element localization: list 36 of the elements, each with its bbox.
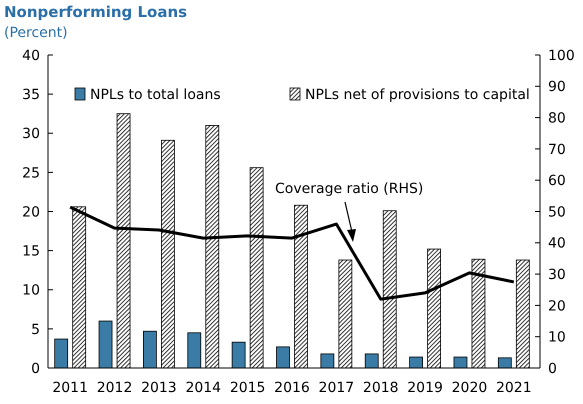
x-tick-label: 2019 — [407, 380, 443, 396]
y2-tick-label: 100 — [548, 48, 575, 64]
y2-tick-label: 70 — [548, 142, 566, 158]
y-tick-label: 15 — [22, 244, 40, 260]
y-tick-label: 5 — [31, 322, 40, 338]
y-tick-label: 35 — [22, 87, 40, 104]
y-tick-label: 10 — [22, 282, 40, 299]
x-tick-label: 2018 — [362, 380, 399, 396]
chart-subtitle: (Percent) — [4, 25, 68, 41]
y2-tick-label: 10 — [548, 330, 566, 346]
x-tick-label: 2013 — [141, 380, 177, 396]
y2-tick-label: 90 — [548, 79, 566, 96]
x-tick-label: 2017 — [318, 380, 354, 396]
x-tick-label: 2011 — [52, 380, 88, 396]
y2-tick-label: 80 — [548, 110, 566, 126]
y-tick-label: 0 — [31, 360, 40, 377]
text: Coverage ratio (RHS) — [275, 181, 424, 197]
y2-tick-label: 50 — [548, 204, 566, 220]
x-tick-label: 2012 — [96, 380, 132, 396]
x-tick-label: 2020 — [452, 380, 488, 396]
x-tick-label: 2014 — [185, 380, 222, 396]
y2-tick-label: 40 — [548, 236, 566, 252]
y2-tick-label: 30 — [548, 267, 566, 283]
y-tick-label: 20 — [22, 204, 40, 220]
y-tick-label: 30 — [22, 126, 40, 142]
x-tick-label: 2015 — [230, 380, 266, 396]
y-tick-label: 25 — [22, 165, 40, 182]
legend-label: NPLs to total loans — [90, 87, 221, 103]
legend-label: NPLs net of provisions to capital — [305, 87, 530, 103]
y2-tick-label: 0 — [548, 360, 557, 377]
chart-title: Nonperforming Loans — [4, 3, 188, 21]
y-tick-label: 40 — [22, 48, 40, 64]
x-tick-label: 2021 — [496, 380, 532, 396]
y2-tick-label: 20 — [548, 298, 566, 314]
x-tick-label: 2016 — [274, 380, 310, 396]
y2-tick-label: 60 — [548, 173, 566, 190]
